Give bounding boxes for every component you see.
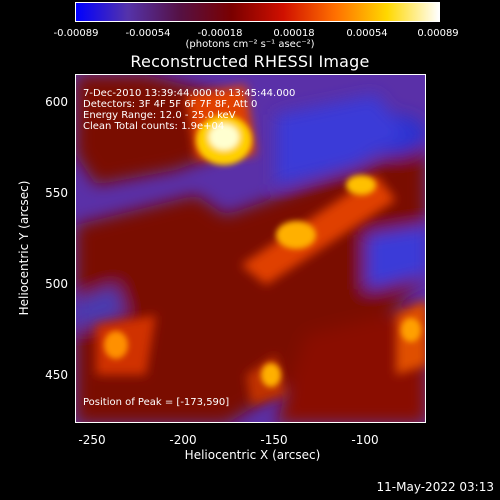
- y-tick-label: 450: [45, 368, 68, 382]
- y-tick-label: 550: [45, 186, 68, 200]
- x-tick-label: -200: [169, 433, 197, 447]
- clean-info: Clean Total counts: 1.9e+04: [83, 121, 225, 132]
- x-tick-label: -100: [351, 433, 379, 447]
- colorbar-tick: 0.00054: [346, 28, 388, 39]
- y-tick-label: 500: [45, 277, 68, 291]
- observation-time: 7-Dec-2010 13:39:44.000 to 13:45:44.000: [83, 88, 296, 99]
- colorbar-tick: 0.00089: [417, 28, 459, 39]
- rhessi-image-canvas: [76, 75, 425, 422]
- y-axis-label: Heliocentric Y (arcsec): [17, 180, 31, 316]
- rhessi-image: 7-Dec-2010 13:39:44.000 to 13:45:44.000 …: [75, 74, 426, 423]
- peak-position: Position of Peak = [-173,590]: [83, 397, 230, 408]
- energy-range: Energy Range: 12.0 - 25.0 keV: [83, 110, 236, 121]
- detectors-info: Detectors: 3F 4F 5F 6F 7F 8F, Att 0: [83, 99, 258, 110]
- colorbar: [75, 2, 440, 22]
- y-tick-label: 600: [45, 95, 68, 109]
- x-tick-label: -250: [78, 433, 106, 447]
- colorbar-tick: -0.00018: [197, 28, 243, 39]
- colorbar-tick: -0.00054: [125, 28, 171, 39]
- x-axis-label: Heliocentric X (arcsec): [184, 448, 321, 462]
- x-tick-label: -150: [260, 433, 288, 447]
- generation-timestamp: 11-May-2022 03:13: [376, 480, 494, 494]
- image-title: Reconstructed RHESSI Image: [130, 52, 370, 71]
- colorbar-units: (photons cm⁻² s⁻¹ asec⁻²): [185, 39, 315, 50]
- colorbar-tick: -0.00089: [53, 28, 99, 39]
- colorbar-tick: 0.00018: [273, 28, 315, 39]
